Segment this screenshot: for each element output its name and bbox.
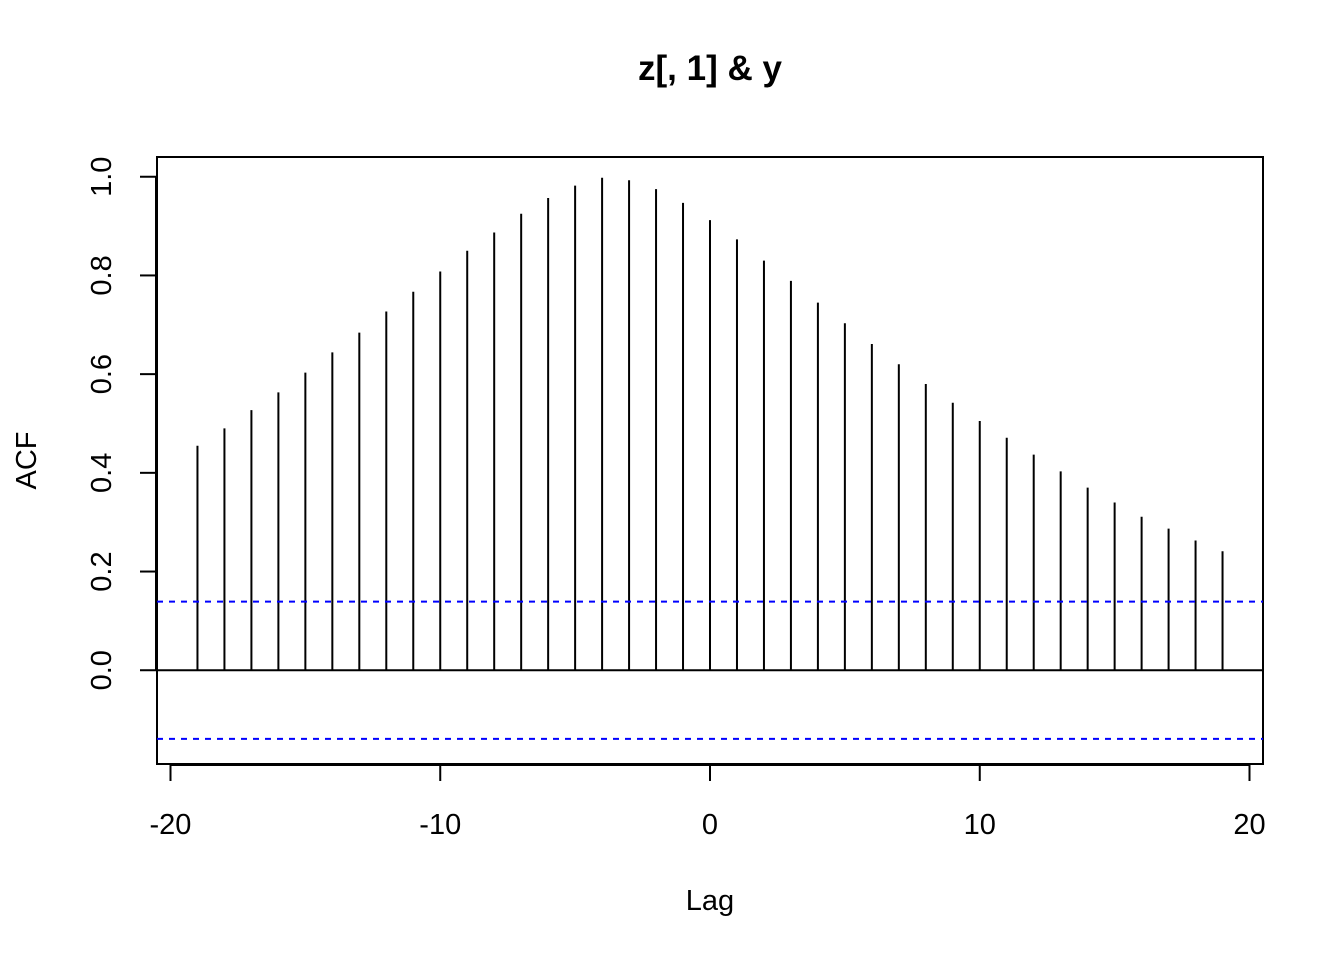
y-tick-label: 0.8: [86, 255, 118, 295]
chart-title: z[, 1] & y: [638, 49, 782, 88]
y-tick-label: 0.4: [86, 453, 118, 493]
y-tick-label: 0.6: [86, 354, 118, 394]
y-axis-label: ACF: [11, 432, 43, 490]
x-tick-label: -20: [150, 809, 192, 841]
x-tick-label: -10: [419, 809, 461, 841]
x-axis-label: Lag: [686, 885, 734, 917]
x-tick-label: 20: [1233, 809, 1265, 841]
y-axis: 0.0 0.2 0.4 0.6 0.8 1.0: [86, 157, 157, 690]
acf-bars: [196, 177, 1224, 671]
x-tick-label: 0: [702, 809, 718, 841]
y-tick-label: 0.2: [86, 551, 118, 591]
x-tick-label: 10: [964, 809, 996, 841]
y-tick-label: 0.0: [86, 650, 118, 690]
y-tick-label: 1.0: [86, 157, 118, 197]
x-axis: -20 -10 0 10 20: [150, 764, 1266, 841]
